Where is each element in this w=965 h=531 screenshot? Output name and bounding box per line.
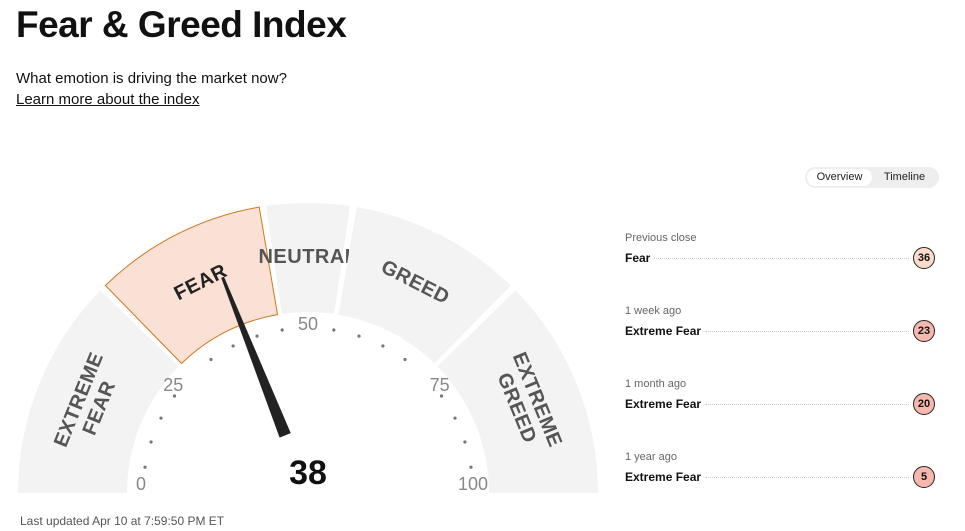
gauge-tick-dot — [453, 416, 457, 420]
gauge-tick-dot — [332, 328, 336, 332]
gauge-tick-label: 50 — [298, 314, 318, 334]
history-value-badge: 5 — [913, 466, 935, 488]
gauge-needle — [221, 276, 291, 438]
gauge-center — [250, 435, 366, 510]
tab-timeline[interactable]: Timeline — [883, 171, 926, 183]
dotted-leader — [705, 330, 909, 332]
page-title: Fear & Greed Index — [16, 4, 347, 45]
history-rating: Fear — [625, 251, 651, 265]
gauge-segment-neutral — [266, 203, 350, 314]
view-toggle[interactable]: Overview Timeline — [805, 167, 939, 188]
gauge-tick-dot — [463, 440, 467, 444]
gauge-tick-dot — [255, 334, 259, 338]
history-period: 1 month ago — [625, 378, 687, 390]
tab-overview[interactable]: Overview — [807, 169, 872, 186]
gauge-tick-label: 75 — [430, 375, 450, 395]
gauge-segment-fear — [104, 206, 279, 365]
gauge-segment-extreme-greed — [437, 290, 598, 493]
gauge-tick-dot — [403, 357, 407, 362]
gauge-segment-extreme-fear — [18, 290, 179, 493]
last-updated: Last updated Apr 10 at 7:59:50 PM ET — [20, 514, 225, 528]
gauge-tick-dot — [357, 334, 361, 338]
subtitle: What emotion is driving the market now? — [16, 70, 287, 87]
gauge-tick-dot — [231, 344, 235, 348]
history-rating: Extreme Fear — [625, 397, 702, 411]
dotted-leader — [654, 257, 909, 259]
dotted-leader — [705, 403, 909, 405]
gauge-tick-dot — [469, 465, 473, 469]
gauge-segment-greed — [338, 207, 511, 364]
gauge-tick-label: 25 — [163, 375, 183, 395]
gauge-segment-label: NEUTRAL — [258, 246, 357, 268]
gauge-tick-dot — [280, 328, 284, 332]
gauge-tick-dot — [149, 440, 153, 444]
gauge-tick-dot — [209, 357, 213, 362]
history-value-badge: 23 — [913, 320, 935, 342]
history-item: 1 month ago Extreme Fear 20 — [625, 378, 935, 415]
history-item: 1 week ago Extreme Fear 23 — [625, 305, 935, 342]
history-period: 1 year ago — [625, 451, 677, 463]
gauge-tick-dot — [143, 465, 147, 469]
history-item: Previous close Fear 36 — [625, 232, 935, 269]
history-period: 1 week ago — [625, 305, 682, 317]
history-value-badge: 36 — [913, 247, 935, 269]
gauge-tick-dot — [439, 394, 444, 398]
gauge-tick-label: 0 — [136, 474, 146, 494]
gauge-tick-dot — [381, 344, 385, 348]
gauge-tick-label: 100 — [458, 474, 488, 494]
learn-more-link[interactable]: Learn more about the index — [16, 91, 200, 108]
dotted-leader — [705, 476, 909, 478]
gauge-tick-dot — [172, 394, 177, 398]
history-rating: Extreme Fear — [625, 470, 702, 484]
history-period: Previous close — [625, 232, 697, 244]
gauge-value: 38 — [289, 454, 327, 492]
gauge-tick-dot — [159, 416, 163, 420]
history-item: 1 year ago Extreme Fear 5 — [625, 451, 935, 488]
history-value-badge: 20 — [913, 393, 935, 415]
history-rating: Extreme Fear — [625, 324, 702, 338]
